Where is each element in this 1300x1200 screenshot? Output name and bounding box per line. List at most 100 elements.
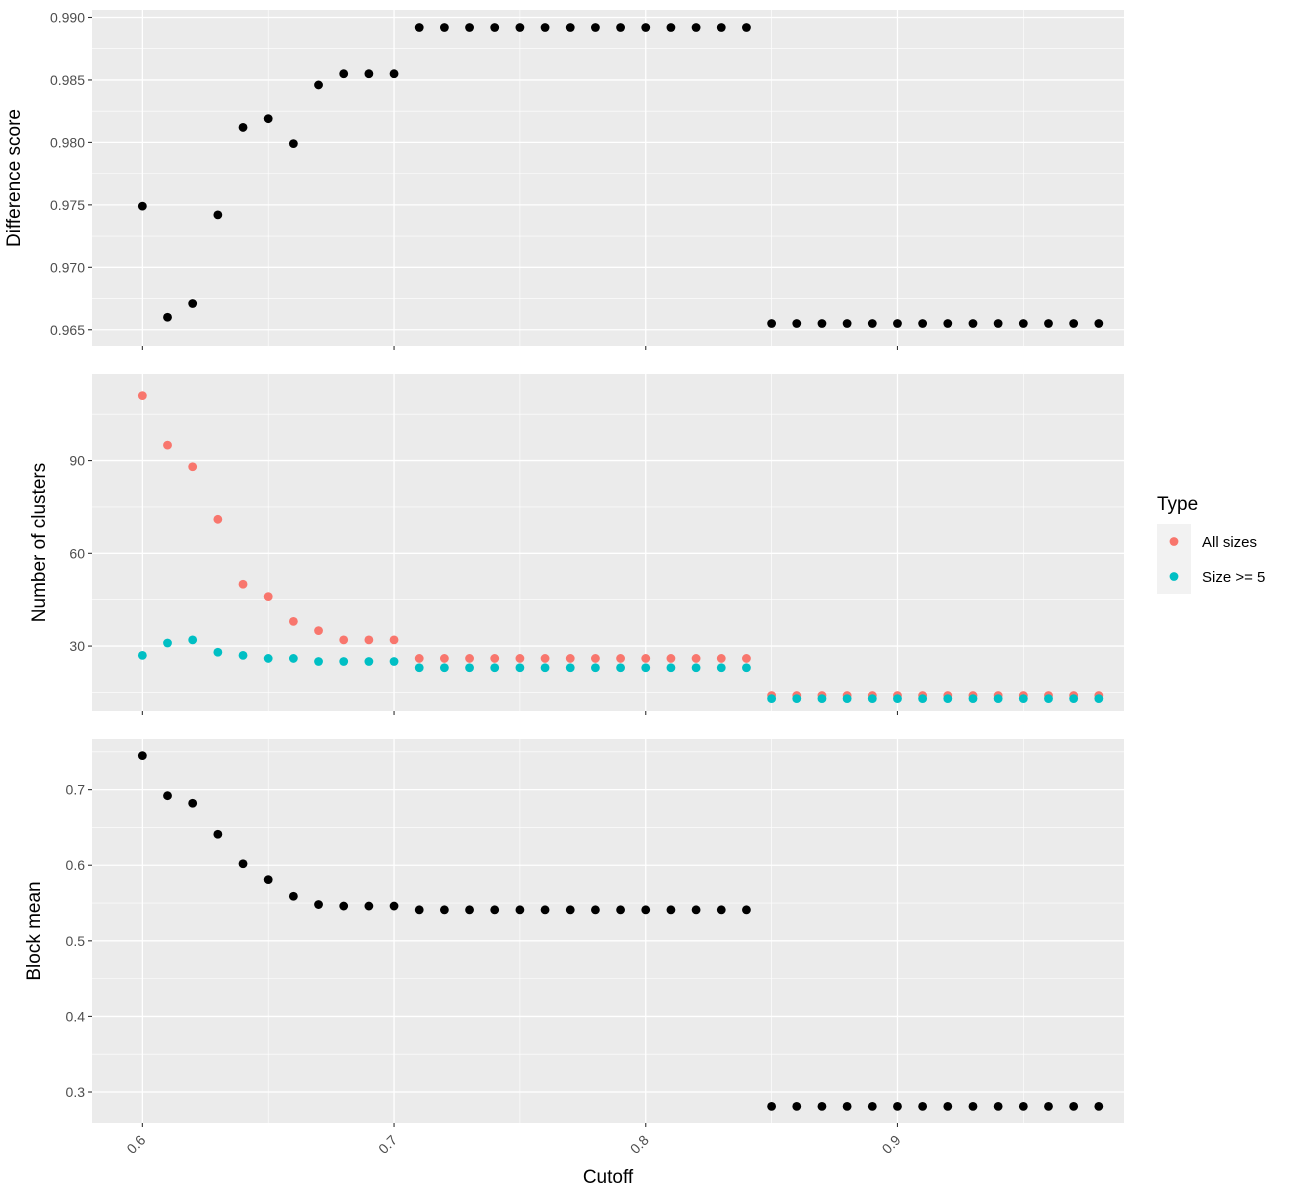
data-point [465,905,474,915]
data-point [792,694,802,704]
data-point [666,663,676,673]
data-point [213,829,223,839]
data-point [1069,1101,1079,1111]
data-point [364,657,374,666]
data-point [339,657,349,666]
data-point [918,694,928,704]
legend-label: All sizes [1202,534,1257,551]
data-point [1069,694,1079,704]
data-point [666,654,676,663]
y-tick-label: 90 [69,453,85,469]
data-point [943,1101,953,1111]
data-point [364,635,374,645]
legend-key-point [1169,572,1179,581]
data-point [288,654,298,663]
data-point [691,663,701,673]
y-tick-label: 0.6 [66,857,86,873]
data-point [716,663,726,673]
data-point [364,69,374,79]
data-point [641,663,651,673]
legend-label: Size >= 5 [1202,569,1265,586]
data-point [515,905,525,915]
data-point [490,905,500,915]
data-point [893,1101,902,1111]
data-point [263,875,273,884]
y-tick-label: 0.985 [50,72,85,88]
y-tick-label: 0.970 [50,259,85,275]
data-point [565,905,575,915]
data-point [943,319,953,328]
data-point [288,616,298,626]
data-point [238,579,248,589]
data-point [767,319,777,328]
data-point [817,694,827,704]
panel-1: 0.965 0.970 0.975 0.980 0.985 0.990 Difference… [4,9,1124,350]
panel-background [92,10,1124,346]
data-point [490,23,500,32]
data-point [515,654,525,663]
data-point [767,694,777,704]
data-point [666,905,676,915]
data-point [414,663,424,673]
data-point [439,23,449,32]
legend-item: Size >= 5 [1157,559,1265,594]
data-point [465,23,474,32]
data-point [867,1101,877,1111]
data-point [188,462,198,472]
data-point [742,23,751,32]
data-point [893,319,902,328]
data-point [288,891,298,901]
y-tick-label: 0.4 [66,1008,86,1024]
y-axis-title: Number of clusters [29,463,50,622]
y-tick-label: 0.3 [66,1084,86,1100]
data-point [515,663,525,673]
data-point [213,514,223,524]
y-tick-label: 0.7 [66,782,86,798]
data-point [943,694,953,704]
data-point [364,901,374,911]
data-point [616,663,625,673]
data-point [263,114,273,124]
data-point [314,657,323,666]
data-point [565,663,575,673]
data-point [591,654,600,663]
data-point [1094,1101,1104,1111]
data-point [691,23,701,32]
data-point [515,23,525,32]
data-point [616,654,625,663]
data-point [163,791,172,801]
data-point [465,663,474,673]
data-point [540,663,550,673]
data-point [465,654,474,663]
y-tick-label: 0.975 [50,197,85,213]
data-point [188,798,198,808]
data-point [263,654,273,663]
data-point [238,650,248,660]
data-point [238,859,248,869]
data-point [893,694,902,704]
data-point [742,663,751,673]
data-point [339,69,349,79]
data-point [439,905,449,915]
data-point [968,319,978,328]
data-point [817,319,827,328]
data-point [490,654,500,663]
panel-2: 30 60 90 Number of clusters [29,374,1124,715]
data-point [565,654,575,663]
data-point [137,201,147,211]
series-1 [137,751,1104,1111]
data-point [993,1101,1003,1111]
data-point [993,319,1003,328]
data-point [641,654,651,663]
data-point [1018,319,1028,328]
data-point [918,319,928,328]
data-point [1044,1101,1053,1111]
legend-title: Type [1157,494,1198,515]
data-point [137,391,147,401]
legend: Type All sizes Size >= 5 [1157,494,1265,594]
data-point [490,663,500,673]
data-point [389,635,399,645]
y-tick-label: 0.990 [50,9,85,25]
x-tick-label: 0.7 [375,1132,400,1157]
